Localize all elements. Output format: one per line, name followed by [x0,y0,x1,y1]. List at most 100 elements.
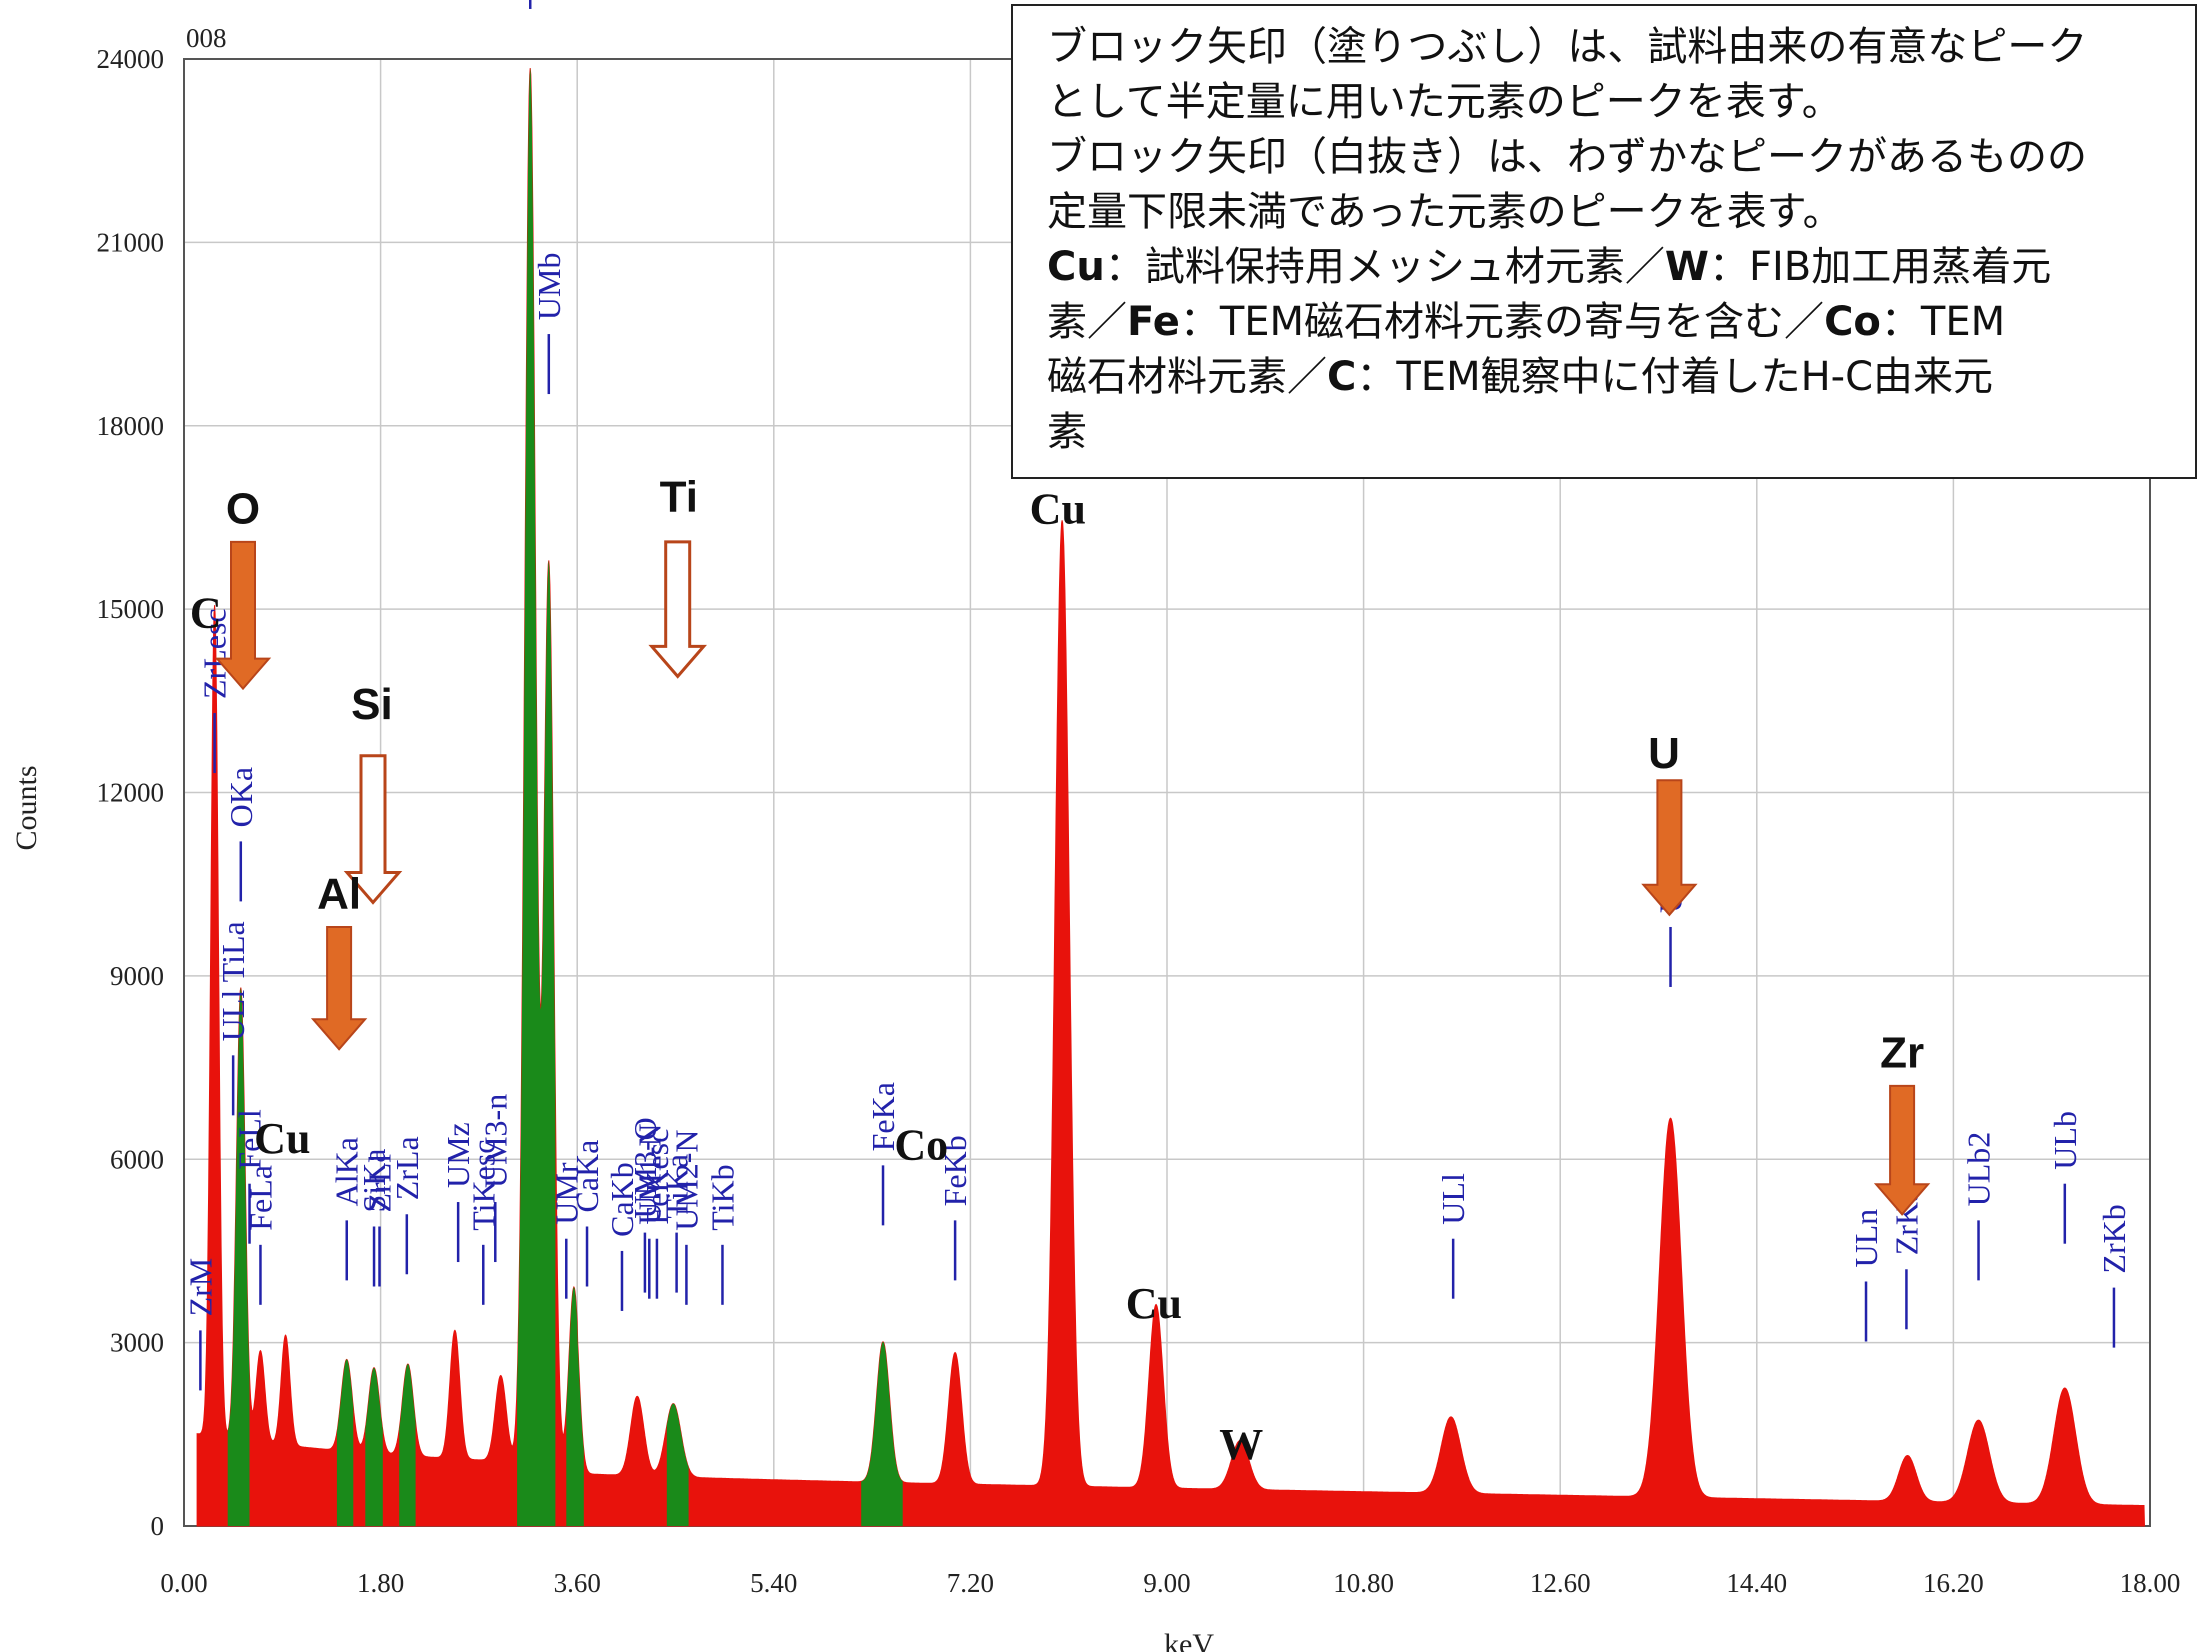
spectrum-layer [196,68,2146,1527]
line-marker-label: ULl TiLa [215,921,251,1041]
hollow-arrow [648,540,707,679]
note-text: として半定量に用いた元素のピークを表す。 [1047,79,1842,125]
note-text: ：TEM [1880,299,2006,345]
line-marker-label: TiKa [659,1154,695,1219]
line-marker-label: CaKa [569,1140,605,1213]
x-tick-label: 10.80 [1333,1568,1394,1598]
x-tick-label: 16.20 [1923,1568,1984,1598]
roi-region [365,1367,383,1526]
note-text: ブロック矢印（塗りつぶし）は、試料由来の有意なピーク [1047,24,2088,70]
spectrum-area [196,68,2146,1527]
spectrum-id: 008 [186,23,227,53]
line-marker-label: TiKb [705,1164,741,1230]
line-marker-label: AlKa [329,1137,365,1206]
y-tick-label: 6000 [110,1144,164,1174]
roi-region [336,1359,354,1526]
filled-arrow [1641,779,1698,917]
note-element-symbol: Cu [1047,244,1105,290]
tick-layer: 0 3000 6000 9000 12000 15000 18000 21000 24000 0.… [97,44,2181,1598]
x-tick-label: 12.60 [1530,1568,1591,1598]
line-marker-label: ZrLesc [197,608,233,699]
line-marker-label: UM3-n [477,1094,513,1188]
line-marker-label: FeKa [865,1082,901,1151]
line-marker-label: ZrLl [362,1154,398,1213]
filled-arrow [310,926,368,1051]
note-element-symbol: Co [1824,299,1881,345]
filled-arrow [214,540,272,691]
line-marker-label: FeLl [232,1109,268,1170]
roi-region [227,987,250,1526]
note-line: ブロック矢印（塗りつぶし）は、試料由来の有意なピーク [1047,20,2169,75]
note-text: ：TEM観察中に付着したH-C由来元 [1356,354,1994,400]
note-element-symbol: C [1327,354,1357,400]
x-tick-label: 0.00 [160,1568,207,1598]
roi-region [566,1287,584,1526]
note-element-symbol: W [1664,244,1709,290]
note-text: 素／ [1047,299,1127,345]
element-label: U [1648,729,1680,778]
line-marker-label: ZrKb [2096,1204,2132,1273]
note-text: ブロック矢印（白抜き）は、わずかなピークがあるものの [1047,134,2087,180]
roi-region [399,1364,416,1526]
element-label-layer: C O Cu Si Al Ti Cu Co Cu W U Zr [190,472,1924,1469]
legend-note: ブロック矢印（塗りつぶし）は、試料由来の有意なピーク として半定量に用いた元素のピ… [1011,4,2197,479]
line-marker-label: FeLa [243,1165,279,1231]
line-marker-label: ZrLa [389,1136,425,1200]
line-marker-label: UM3-O [627,1117,663,1218]
line-marker-label: OKa [223,767,259,827]
x-tick-label: 14.40 [1726,1568,1787,1598]
note-line: 定量下限未満であった元素のピークを表す。 [1047,185,2169,240]
note-text: ：TEM磁石材料元素の寄与を含む／ [1179,299,1825,345]
note-line: ブロック矢印（白抜き）は、わずかなピークがあるものの [1047,130,2169,185]
x-tick-label: 7.20 [947,1568,994,1598]
note-line: 磁石材料元素／C：TEM観察中に付着したH-C由来元 [1047,350,2169,405]
hollow-arrow [343,754,403,905]
line-marker-label: UMz [440,1122,476,1188]
element-label: Co [894,1120,948,1169]
x-tick-label: 5.40 [750,1568,797,1598]
element-label: Si [351,680,393,729]
y-tick-label: 21000 [97,227,165,257]
roi-region [861,1341,903,1526]
note-text: 素 [1047,409,1087,455]
note-text: ：FIB加工用蒸着元 [1708,244,2052,290]
element-label: Cu [1126,1279,1182,1328]
arrow-layer [214,540,1931,1216]
y-tick-label: 18000 [97,411,165,441]
line-marker-label: SiKa [356,1149,392,1213]
element-label: Al [317,870,361,919]
line-marker-label: ULb [2047,1111,2083,1170]
note-text: ：試料保持用メッシュ材元素／ [1104,244,1665,290]
line-marker-label: UMr [548,1162,584,1225]
y-tick-label: 12000 [97,778,165,808]
element-label: C [190,589,222,638]
note-text: 磁石材料元素／ [1047,354,1327,400]
element-label: O [226,485,260,534]
x-tick-label: 3.60 [554,1568,601,1598]
element-label: Zr [1880,1029,1924,1078]
y-tick-label: 15000 [97,594,165,624]
note-line: 素 [1047,405,2169,460]
line-marker-label: UM1-N [631,1123,667,1224]
element-label: Ti [660,472,698,521]
note-text: 定量下限未満であった元素のピークを表す。 [1047,189,1843,235]
y-tick-label: 0 [151,1511,165,1541]
x-tick-label: 9.00 [1143,1568,1190,1598]
filled-arrow [1873,1084,1931,1216]
y-tick-label: 9000 [110,961,164,991]
line-marker-label: UM2-N [668,1129,704,1230]
line-marker-label: FeKb [937,1135,973,1206]
roi-region [666,1403,689,1526]
y-tick-label: 3000 [110,1328,164,1358]
line-marker-label: ULl [1435,1173,1471,1225]
element-label: Cu [254,1114,310,1163]
x-axis-title: keV [1164,1628,1214,1652]
line-marker-label: UMb [531,253,567,321]
roi-layer [227,68,903,1527]
line-marker-label: FeKesc [639,1129,675,1225]
element-label: Cu [1030,485,1086,534]
y-axis-title: Counts [10,765,43,850]
element-label: W [1219,1420,1263,1469]
line-marker-label: ULn [1848,1209,1884,1268]
